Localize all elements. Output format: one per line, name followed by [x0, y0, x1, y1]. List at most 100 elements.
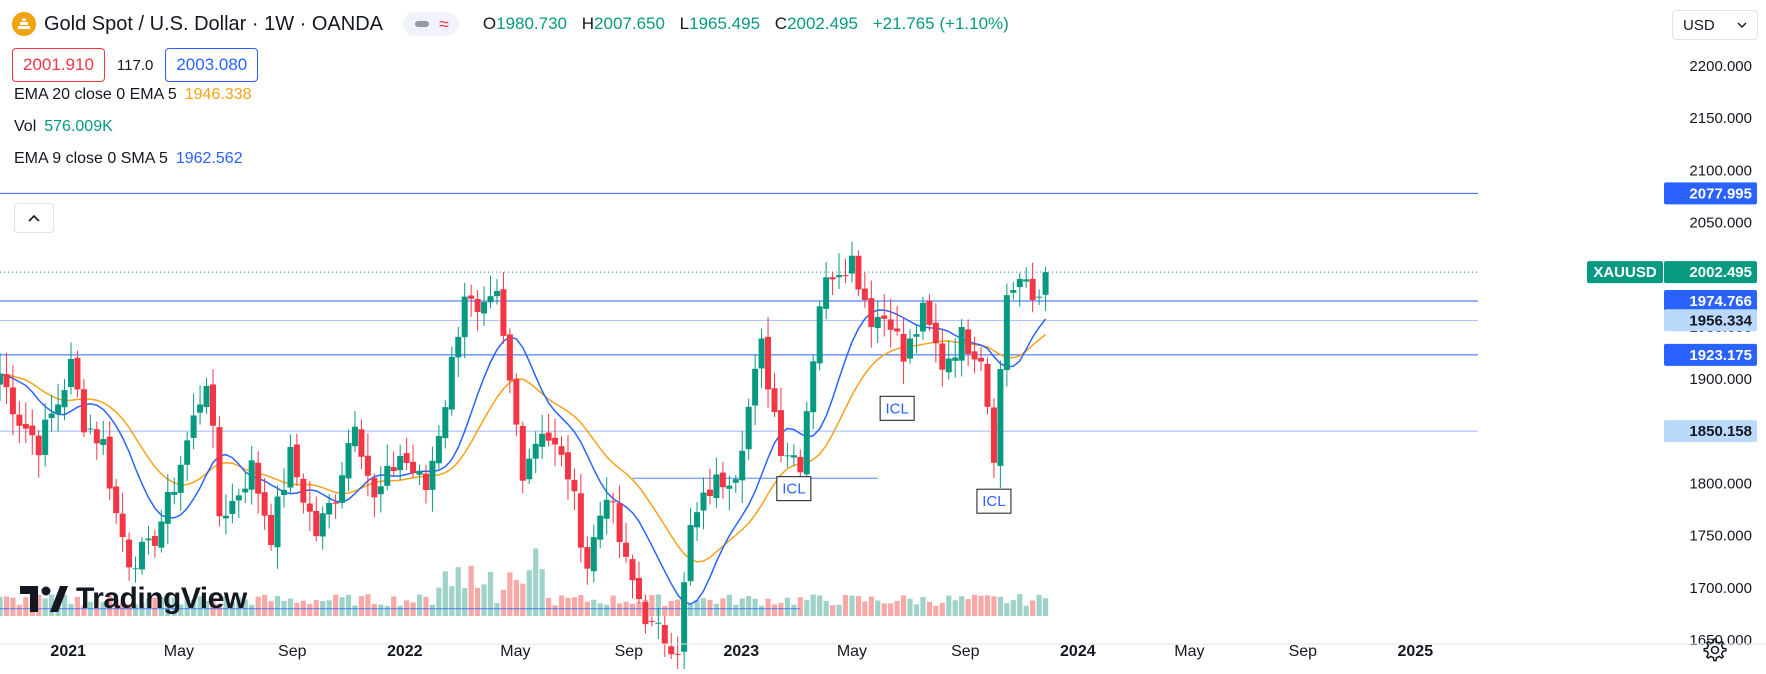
- candle[interactable]: [397, 444, 404, 480]
- candle[interactable]: [797, 449, 804, 480]
- candle[interactable]: [22, 402, 29, 444]
- current-price-tag[interactable]: [1664, 261, 1757, 284]
- candle[interactable]: [532, 431, 539, 474]
- candle[interactable]: [1010, 281, 1017, 300]
- candle[interactable]: [461, 282, 468, 359]
- candle[interactable]: [661, 616, 668, 657]
- candle[interactable]: [106, 421, 113, 501]
- candle[interactable]: [55, 383, 62, 432]
- candle[interactable]: [584, 536, 591, 585]
- candle[interactable]: [203, 377, 210, 414]
- candle[interactable]: [642, 594, 649, 634]
- candle[interactable]: [42, 403, 49, 467]
- candle[interactable]: [894, 305, 901, 336]
- candle[interactable]: [681, 572, 688, 673]
- gold-coin-icon[interactable]: [12, 12, 36, 36]
- candle[interactable]: [571, 468, 578, 511]
- candle[interactable]: [919, 296, 926, 340]
- level-price-tag[interactable]: [1664, 182, 1757, 205]
- candle[interactable]: [1042, 266, 1049, 311]
- candle[interactable]: [410, 444, 417, 478]
- candle[interactable]: [777, 387, 784, 463]
- candle[interactable]: [771, 372, 778, 417]
- candle[interactable]: [706, 468, 713, 505]
- candle[interactable]: [74, 350, 81, 398]
- level-price-tag[interactable]: [1664, 343, 1757, 366]
- candle[interactable]: [242, 473, 249, 503]
- candle[interactable]: [268, 503, 275, 551]
- candle[interactable]: [629, 554, 636, 599]
- level-price-tag[interactable]: [1664, 309, 1757, 332]
- candle[interactable]: [358, 419, 365, 470]
- candle[interactable]: [87, 414, 94, 435]
- candle[interactable]: [887, 298, 894, 348]
- candle[interactable]: [939, 329, 946, 387]
- candle[interactable]: [907, 329, 914, 364]
- candle[interactable]: [810, 355, 817, 430]
- candle[interactable]: [487, 275, 494, 309]
- candle[interactable]: [506, 328, 513, 394]
- candle[interactable]: [255, 451, 262, 514]
- candle[interactable]: [978, 347, 985, 372]
- candle[interactable]: [138, 537, 145, 575]
- currency-select[interactable]: USD: [1672, 10, 1758, 40]
- candle[interactable]: [790, 444, 797, 467]
- candle[interactable]: [16, 401, 23, 444]
- legend-ema9[interactable]: EMA 9 close 0 SMA 5 1962.562: [14, 150, 243, 168]
- candle[interactable]: [752, 354, 759, 425]
- price-axis-panel[interactable]: [1478, 0, 1766, 669]
- candle[interactable]: [435, 425, 442, 470]
- symbol-title[interactable]: Gold Spot / U.S. Dollar · 1W · OANDA: [44, 12, 383, 35]
- candle[interactable]: [0, 353, 3, 402]
- candle[interactable]: [564, 435, 571, 500]
- candle[interactable]: [803, 401, 810, 488]
- buy-button[interactable]: 2003.080: [165, 48, 259, 82]
- candle[interactable]: [151, 529, 158, 558]
- collapse-legend-button[interactable]: [14, 203, 54, 233]
- candle[interactable]: [145, 525, 152, 555]
- candle[interactable]: [513, 373, 520, 437]
- candle[interactable]: [300, 473, 307, 514]
- candle[interactable]: [868, 280, 875, 348]
- candle[interactable]: [732, 474, 739, 493]
- candle[interactable]: [635, 561, 642, 604]
- candle[interactable]: [1036, 289, 1043, 306]
- candle[interactable]: [455, 326, 462, 377]
- candle[interactable]: [700, 477, 707, 530]
- candle[interactable]: [823, 262, 830, 320]
- candle[interactable]: [597, 501, 604, 549]
- candle[interactable]: [881, 294, 888, 337]
- candle[interactable]: [848, 241, 855, 283]
- sell-button[interactable]: 2001.910: [12, 48, 105, 82]
- candle[interactable]: [100, 421, 107, 455]
- candle[interactable]: [552, 418, 559, 467]
- candle[interactable]: [952, 338, 959, 378]
- candle[interactable]: [558, 436, 565, 467]
- candle[interactable]: [545, 413, 552, 447]
- candle[interactable]: [590, 524, 597, 583]
- candle[interactable]: [3, 352, 10, 405]
- candle[interactable]: [287, 434, 294, 494]
- candle[interactable]: [35, 430, 42, 478]
- candle[interactable]: [126, 532, 133, 581]
- candle[interactable]: [610, 492, 617, 524]
- candle[interactable]: [429, 446, 436, 512]
- candle[interactable]: [164, 474, 171, 544]
- candle[interactable]: [319, 506, 326, 550]
- candle[interactable]: [481, 286, 488, 326]
- tradingview-logo[interactable]: TradingView: [20, 582, 247, 616]
- candle[interactable]: [403, 437, 410, 470]
- candle[interactable]: [519, 421, 526, 494]
- candle[interactable]: [500, 272, 507, 344]
- candle[interactable]: [1003, 283, 1010, 387]
- candle[interactable]: [816, 300, 823, 371]
- candle[interactable]: [177, 456, 184, 511]
- candle[interactable]: [648, 616, 655, 627]
- candle[interactable]: [229, 483, 236, 524]
- candle[interactable]: [306, 481, 313, 532]
- candle[interactable]: [655, 607, 662, 639]
- candle[interactable]: [222, 494, 229, 535]
- candle[interactable]: [274, 485, 281, 569]
- candle[interactable]: [719, 462, 726, 499]
